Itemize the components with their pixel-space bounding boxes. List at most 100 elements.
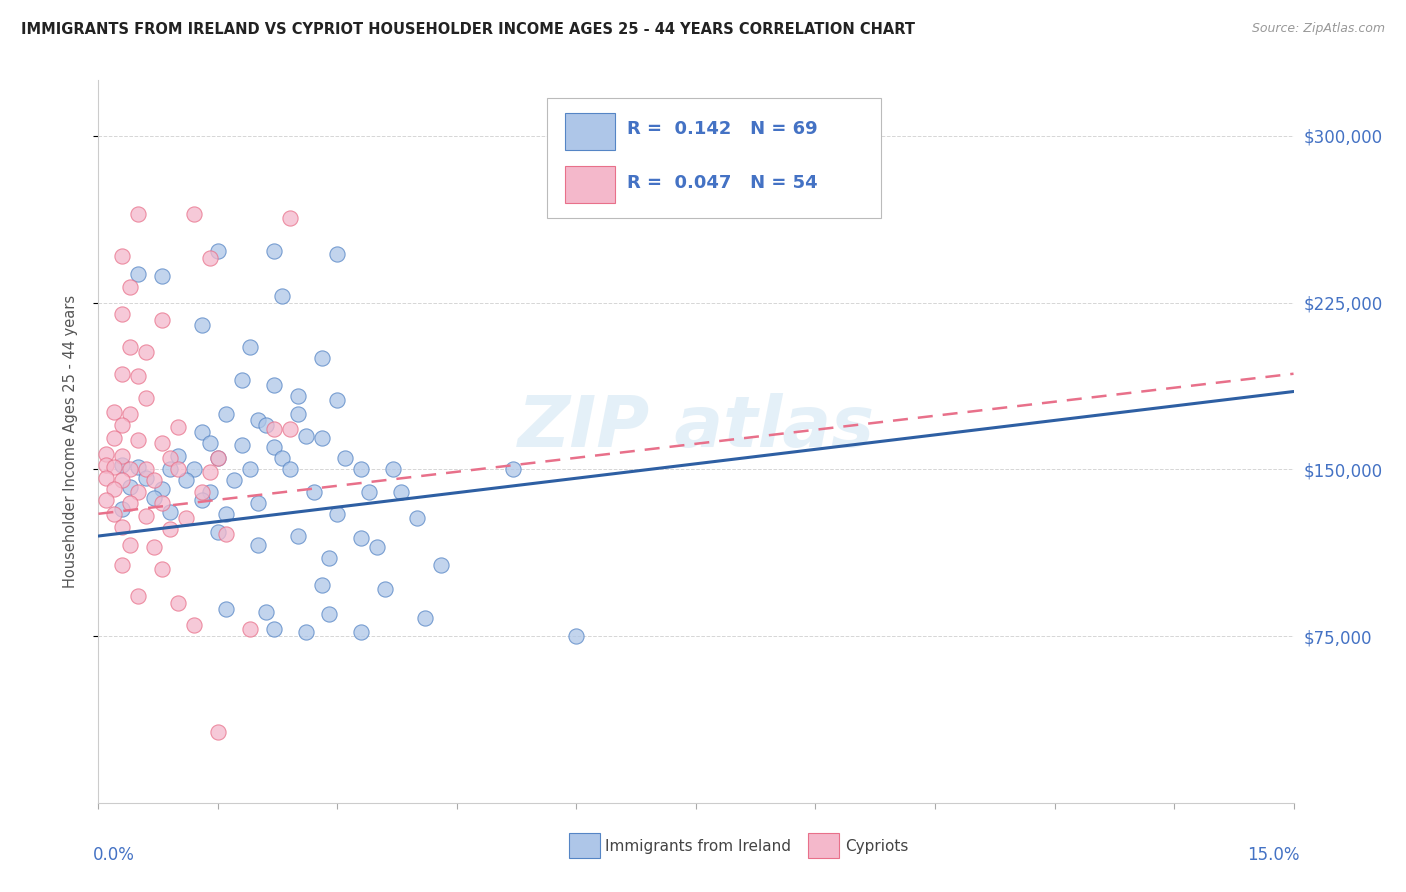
Point xyxy=(120,407,142,421)
Point xyxy=(150,313,173,327)
Point xyxy=(127,434,149,448)
Point xyxy=(278,211,301,226)
Point xyxy=(150,562,173,576)
Point xyxy=(135,391,157,405)
FancyBboxPatch shape xyxy=(547,98,882,218)
Point xyxy=(389,484,412,499)
Point xyxy=(270,289,292,303)
Point xyxy=(127,267,149,281)
Point xyxy=(278,422,301,436)
FancyBboxPatch shape xyxy=(808,833,839,858)
Point xyxy=(311,431,333,445)
Point xyxy=(120,538,142,552)
Point xyxy=(183,618,205,632)
Point xyxy=(246,538,269,552)
Point xyxy=(263,377,285,392)
Point xyxy=(311,578,333,592)
Point xyxy=(96,493,118,508)
Point xyxy=(406,511,429,525)
Point xyxy=(183,207,205,221)
Point xyxy=(159,462,181,476)
Point xyxy=(287,407,309,421)
Point xyxy=(215,526,238,541)
Point xyxy=(111,417,134,432)
Point xyxy=(278,462,301,476)
Text: Source: ZipAtlas.com: Source: ZipAtlas.com xyxy=(1251,22,1385,36)
Point xyxy=(111,458,134,472)
Point xyxy=(127,207,149,221)
Point xyxy=(159,505,181,519)
Point xyxy=(127,460,149,475)
Point xyxy=(191,484,214,499)
Point xyxy=(215,602,238,616)
Text: Immigrants from Ireland: Immigrants from Ireland xyxy=(605,838,792,854)
Point xyxy=(350,624,373,639)
Point xyxy=(246,413,269,427)
Point xyxy=(120,280,142,294)
Point xyxy=(198,251,221,265)
Point xyxy=(167,596,190,610)
Point xyxy=(120,480,142,494)
Point xyxy=(263,440,285,454)
Point xyxy=(198,484,221,499)
Point xyxy=(111,502,134,516)
Point xyxy=(231,438,253,452)
Point xyxy=(263,623,285,637)
Point xyxy=(96,458,118,472)
Text: R =  0.142   N = 69: R = 0.142 N = 69 xyxy=(627,120,817,138)
Point xyxy=(374,582,396,597)
Point xyxy=(359,484,381,499)
Point xyxy=(326,393,349,408)
Point xyxy=(135,344,157,359)
Point xyxy=(302,484,325,499)
Point xyxy=(111,367,134,381)
Point xyxy=(254,605,277,619)
Point xyxy=(103,483,125,497)
Point xyxy=(207,451,229,466)
Point xyxy=(311,351,333,366)
Point xyxy=(120,462,142,476)
Point xyxy=(167,420,190,434)
Text: IMMIGRANTS FROM IRELAND VS CYPRIOT HOUSEHOLDER INCOME AGES 25 - 44 YEARS CORRELA: IMMIGRANTS FROM IRELAND VS CYPRIOT HOUSE… xyxy=(21,22,915,37)
Point xyxy=(150,496,173,510)
Point xyxy=(350,531,373,545)
Text: ZIP atlas: ZIP atlas xyxy=(517,392,875,461)
Point xyxy=(96,447,118,461)
Point xyxy=(111,558,134,572)
Point xyxy=(382,462,405,476)
Point xyxy=(294,429,316,443)
Point xyxy=(174,474,197,488)
Point xyxy=(246,496,269,510)
Point xyxy=(198,465,221,479)
Point xyxy=(287,389,309,403)
Point xyxy=(215,507,238,521)
Point xyxy=(207,724,229,739)
Point xyxy=(159,522,181,536)
Point xyxy=(263,422,285,436)
Point xyxy=(120,496,142,510)
Point xyxy=(198,435,221,450)
Point xyxy=(183,462,205,476)
Point xyxy=(103,460,125,475)
Point xyxy=(135,508,157,523)
Point xyxy=(150,483,173,497)
Point xyxy=(287,529,309,543)
Point xyxy=(318,607,340,621)
Point xyxy=(430,558,453,572)
Point xyxy=(294,624,316,639)
Text: Cypriots: Cypriots xyxy=(845,838,908,854)
FancyBboxPatch shape xyxy=(565,112,614,151)
Point xyxy=(127,484,149,499)
Point xyxy=(143,474,166,488)
Point xyxy=(150,268,173,283)
Text: 15.0%: 15.0% xyxy=(1247,847,1299,864)
Point xyxy=(150,435,173,450)
Point xyxy=(239,623,262,637)
Point xyxy=(111,249,134,263)
Point xyxy=(111,520,134,534)
Point xyxy=(135,462,157,476)
Point xyxy=(254,417,277,432)
Point xyxy=(366,540,388,554)
Point xyxy=(270,451,292,466)
Point xyxy=(103,507,125,521)
